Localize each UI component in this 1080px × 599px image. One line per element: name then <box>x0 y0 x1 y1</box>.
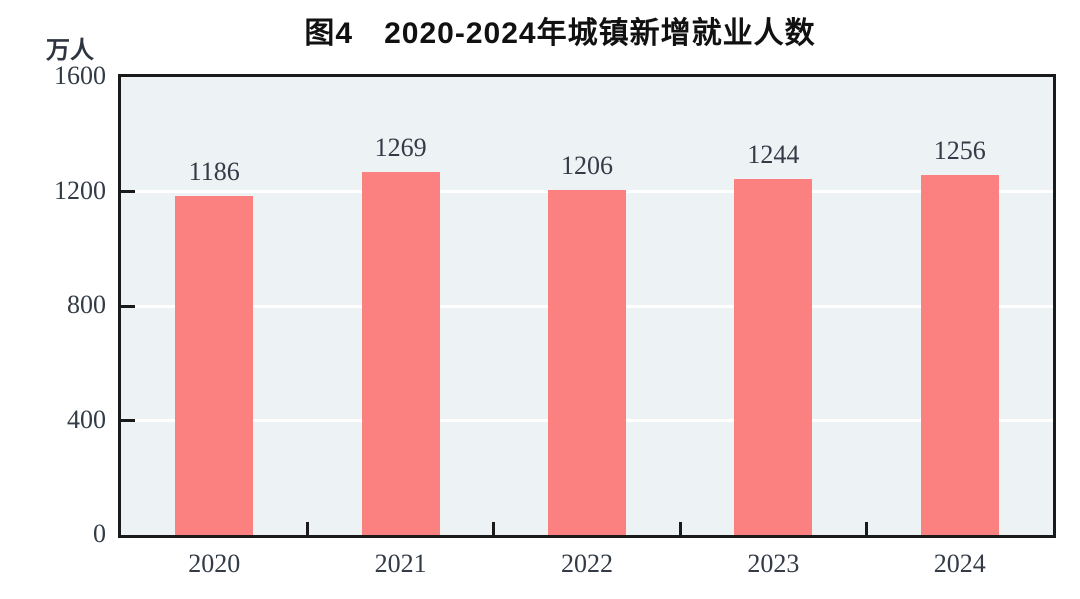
bar-value-label: 1256 <box>933 136 986 166</box>
bar-value-label: 1206 <box>561 150 613 180</box>
x-axis-label-2023: 2023 <box>747 549 800 578</box>
y-axis-label-0: 0 <box>93 519 106 548</box>
bar-value-label: 1269 <box>374 132 427 162</box>
x-axis-label-2022: 2022 <box>561 549 613 578</box>
bar-2024 <box>920 175 999 535</box>
x-axis-tick-boundary-1 <box>305 522 309 535</box>
bar-2022 <box>548 189 626 535</box>
x-axis-tick-boundary-2 <box>492 522 496 535</box>
y-axis-unit-label: 万人 <box>46 37 94 64</box>
chart-title: 图4 2020-2024年城镇新增就业人数 <box>304 17 816 50</box>
bar-2021 <box>361 171 440 535</box>
bar-value-label: 1186 <box>188 156 240 186</box>
x-axis-tick-boundary-3 <box>678 522 682 535</box>
y-axis-label-1200: 1200 <box>54 175 106 205</box>
y-axis-label-800: 800 <box>67 290 106 319</box>
x-axis-label-2020: 2020 <box>188 549 241 578</box>
x-axis-label-2021: 2021 <box>374 549 427 578</box>
x-axis-label-2024: 2024 <box>933 549 986 578</box>
y-axis-tick-400 <box>121 419 135 422</box>
y-axis-label-400: 400 <box>67 404 106 434</box>
y-axis-tick-1200 <box>121 190 135 193</box>
y-axis-tick-800 <box>121 304 135 308</box>
bar-2023 <box>734 178 813 535</box>
bar-2020 <box>175 195 254 535</box>
y-axis-label-1600: 1600 <box>54 61 106 90</box>
plot-area <box>118 74 1056 538</box>
bar-value-label: 1244 <box>747 139 800 169</box>
x-axis-tick-boundary-4 <box>865 522 869 535</box>
